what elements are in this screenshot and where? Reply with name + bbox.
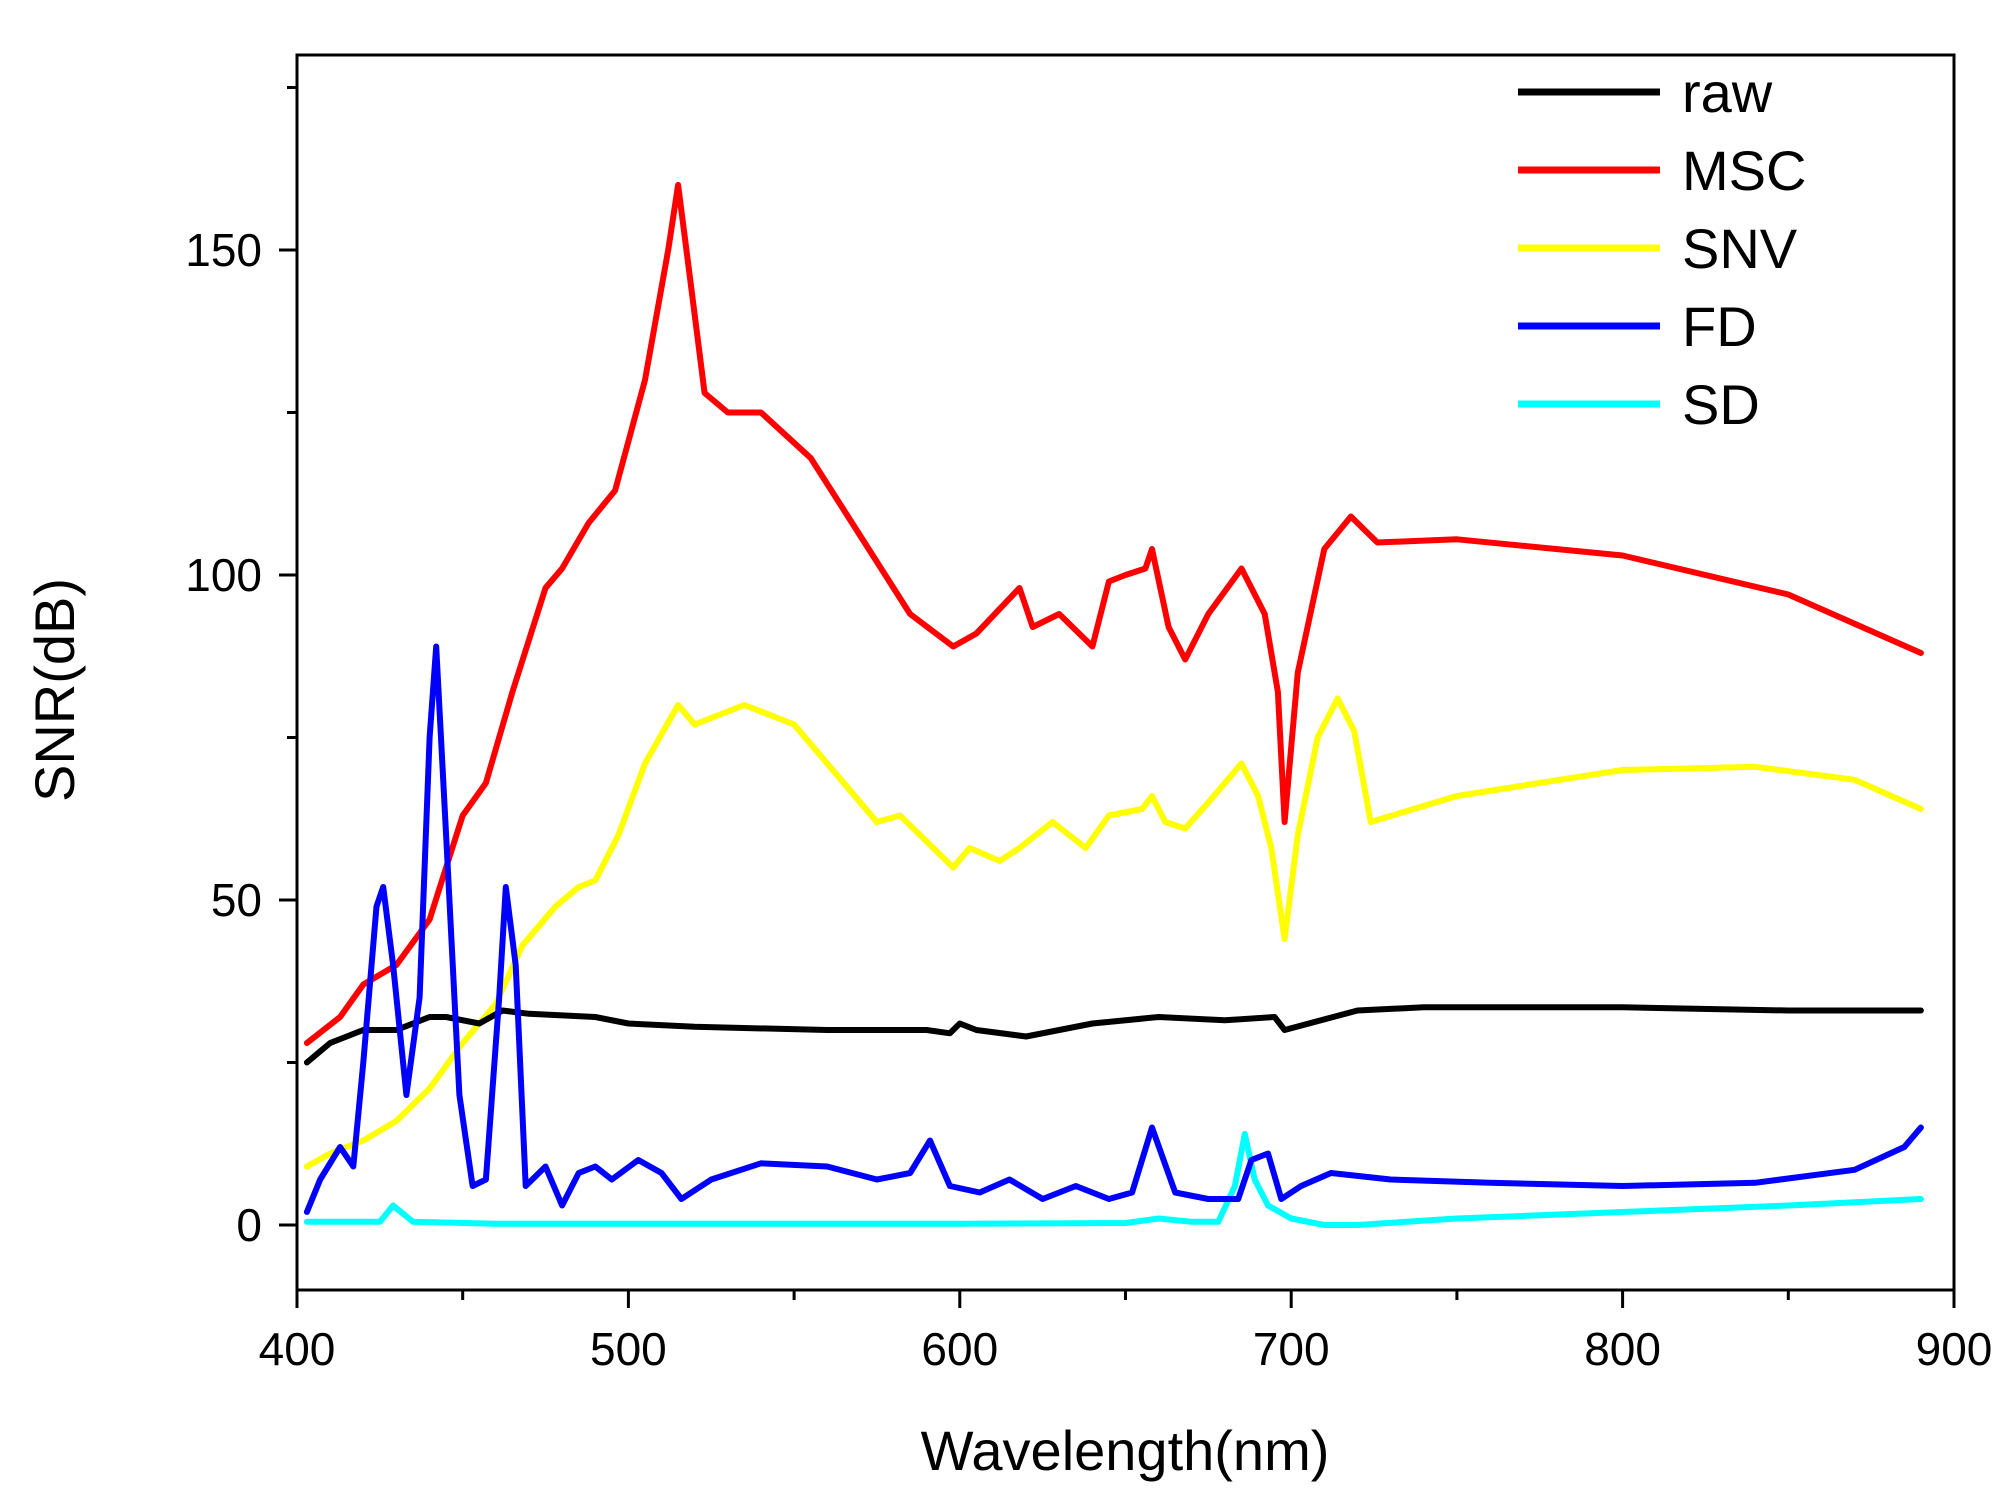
x-tick-label: 600 (921, 1323, 998, 1375)
y-tick-label: 0 (236, 1199, 262, 1251)
x-tick-label: 900 (1916, 1323, 1993, 1375)
y-axis-ticks: 0 50 100 150 (185, 86, 297, 1251)
series-line-fd (303, 643, 1924, 1215)
x-tick-label: 400 (259, 1323, 336, 1375)
legend-label-sd: SD (1682, 373, 1760, 436)
series-line-msc (303, 182, 1924, 1046)
x-tick-label: 800 (1584, 1323, 1661, 1375)
legend-label-fd: FD (1682, 295, 1757, 358)
y-tick-label: 150 (185, 224, 262, 276)
y-tick-label: 50 (211, 874, 262, 926)
series-line-raw (303, 1004, 1924, 1066)
legend-label-msc: MSC (1682, 139, 1806, 202)
series-line-snv (303, 695, 1924, 1170)
x-tick-label: 700 (1253, 1323, 1330, 1375)
x-tick-label: 500 (590, 1323, 667, 1375)
series-line-sd (303, 1131, 1924, 1228)
legend-label-snv: SNV (1682, 217, 1798, 280)
plot-lines (303, 182, 1924, 1228)
legend-label-raw: raw (1682, 61, 1773, 124)
x-axis-ticks: 400 500 600 700 800 900 (259, 1290, 1993, 1375)
x-axis-label: Wavelength(nm) (921, 1419, 1330, 1482)
y-axis-label: SNR(dB) (23, 578, 86, 802)
legend: raw MSC SNV FD SD (1518, 61, 1806, 436)
y-tick-label: 100 (185, 549, 262, 601)
